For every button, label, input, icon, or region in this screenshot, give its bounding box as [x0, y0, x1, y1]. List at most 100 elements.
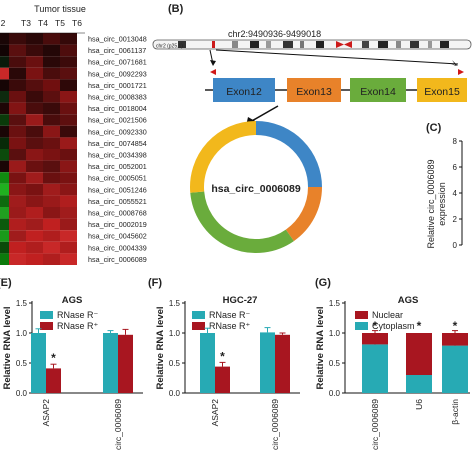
exon-track: Exon12 Exon13 Exon14 Exon15	[213, 78, 467, 102]
heatmap-cell	[43, 102, 60, 115]
heatmap-cell	[9, 44, 26, 57]
heatmap-cell	[0, 253, 9, 265]
ring-segment	[190, 121, 257, 193]
panel-c-tick-label: 6	[453, 163, 458, 172]
heatmap-cell	[60, 241, 77, 254]
y-tick-label: 0.0	[169, 389, 181, 398]
bar	[46, 368, 61, 393]
significance-marker: *	[417, 319, 422, 333]
heatmap-row-label: hsa_circ_0055521	[88, 197, 147, 206]
y-tick-label: 0.5	[329, 359, 341, 368]
heatmap-cell	[26, 102, 43, 115]
heatmap-cell	[0, 241, 9, 254]
y-tick-label: 0.5	[16, 359, 28, 368]
heatmap-cell	[26, 218, 43, 231]
stacked-bar-segment	[442, 345, 468, 393]
heatmap-cell	[60, 137, 77, 149]
direction-arrow-left-icon	[210, 69, 216, 75]
heatmap-cell	[43, 160, 60, 173]
heatmap-cell	[60, 79, 77, 91]
legend-label: RNase R⁺	[209, 321, 251, 331]
heatmap-cell	[26, 56, 43, 68]
heatmap-column-label: T4	[38, 18, 48, 28]
panel-c-tick-label: 0	[453, 241, 458, 250]
heatmap-row-labels: hsa_circ_0013048 hsa_circ_0061137 hsa_circ…	[88, 35, 147, 264]
legend-label: Cytoplasm	[372, 321, 415, 331]
y-tick-label: 0.5	[169, 359, 181, 368]
heatmap-cell	[60, 207, 77, 219]
heatmap-cell	[60, 230, 77, 242]
heatmap-cell	[26, 33, 43, 45]
panel-c-ylabel: Relative circ_0006089expression	[426, 159, 447, 248]
heatmap-cell	[43, 33, 60, 45]
heatmap-cell	[26, 137, 43, 149]
exon-box	[350, 78, 406, 102]
heatmap-row-label: hsa_circ_0004339	[88, 243, 147, 252]
exon-label: Exon14	[360, 86, 396, 98]
stacked-bar-segment	[442, 333, 468, 346]
heatmap-cell	[60, 67, 77, 80]
heatmap-row-label: hsa_circ_0045602	[88, 232, 147, 241]
bar	[200, 333, 215, 393]
heatmap-cell	[43, 218, 60, 231]
heatmap-cell	[9, 207, 26, 219]
panel-label-c: (C)	[426, 122, 442, 134]
legend-swatch	[40, 311, 53, 319]
panel-c-tick-label: 2	[453, 215, 458, 224]
heatmap-cell	[9, 102, 26, 115]
heatmap-cell	[43, 67, 60, 80]
heatmap-row-label: hsa_circ_0008768	[88, 209, 147, 218]
x-tick-label: ASAP2	[41, 399, 51, 427]
heatmap-row-label: hsa_circ_0002019	[88, 220, 147, 229]
y-tick-label: 1.0	[169, 329, 181, 338]
bar	[275, 334, 290, 393]
stacked-bar-segment	[362, 333, 388, 345]
y-tick-label: 1.0	[329, 329, 341, 338]
legend-swatch	[355, 322, 368, 330]
significance-marker: *	[220, 349, 225, 363]
heatmap-cell	[0, 91, 9, 103]
panel-c: (C) 8 6 4 2 0 Relative circ_0006089expressio…	[426, 122, 463, 250]
panel-label-e: (E)	[0, 277, 12, 289]
heatmap-cell	[9, 56, 26, 68]
legend-swatch	[355, 311, 368, 319]
bar	[103, 333, 118, 393]
panel-c-tick-label: 8	[453, 137, 458, 146]
heatmap-column-label: T6	[72, 18, 82, 28]
heatmap-cell	[26, 125, 43, 138]
bar	[215, 366, 230, 393]
heatmap-cell	[26, 91, 43, 103]
heatmap-row-label: hsa_circ_0006089	[88, 255, 147, 264]
panel-c-axis: 8 6 4 2 0	[453, 137, 463, 250]
heatmap-cells	[0, 32, 85, 265]
heatmap-row-label: hsa_circ_0013048	[88, 35, 147, 44]
heatmap-cell	[9, 195, 26, 207]
exon-label: Exon13	[296, 86, 332, 98]
legend-swatch	[40, 322, 53, 330]
heatmap-cell	[0, 149, 9, 161]
heatmap-cell	[60, 91, 77, 103]
x-tick-label: ASAP2	[210, 399, 220, 427]
heatmap-cell	[9, 172, 26, 184]
heatmap-cell	[26, 44, 43, 57]
x-tick-label: circ_0006089	[270, 399, 280, 450]
heatmap-cell	[9, 160, 26, 173]
heatmap-cell	[43, 241, 60, 254]
panel-label-f: (F)	[148, 277, 162, 289]
heatmap-cell	[0, 160, 9, 173]
heatmap-row-label: hsa_circ_0008383	[88, 93, 147, 102]
x-tick-label: circ_0006089	[370, 399, 380, 450]
exon-label: Exon15	[424, 86, 460, 98]
y-tick-label: 1.0	[16, 329, 28, 338]
y-tick-label: 1.5	[16, 299, 28, 308]
chart-title: AGS	[62, 295, 83, 306]
heatmap-row-label: hsa_circ_0052001	[88, 162, 147, 171]
heatmap-cell	[60, 253, 77, 265]
heatmap-row-label: hsa_circ_0092293	[88, 69, 147, 78]
heatmap-cell	[9, 114, 26, 126]
heatmap-cell	[60, 195, 77, 207]
heatmap-cell	[0, 79, 9, 91]
heatmap-cell	[43, 183, 60, 196]
heatmap-cell	[43, 230, 60, 242]
